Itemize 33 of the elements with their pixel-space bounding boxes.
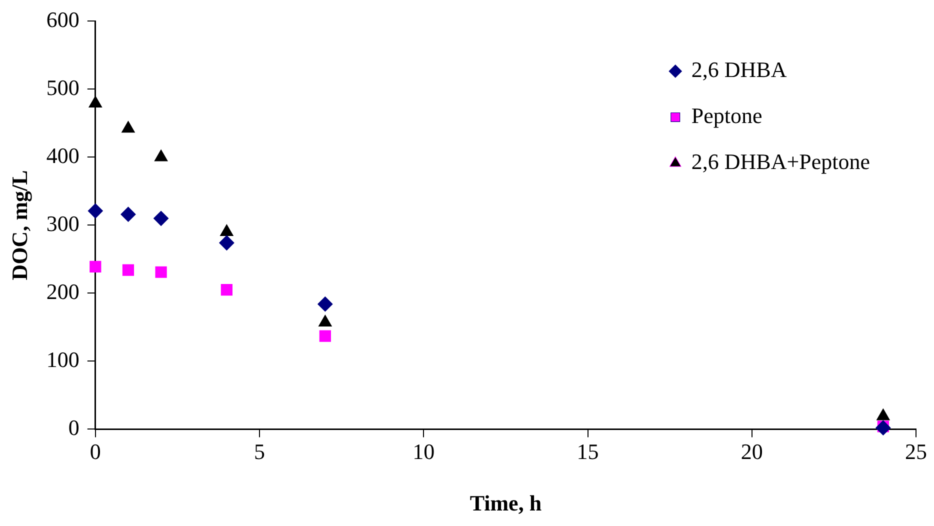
y-tick-label: 500 bbox=[46, 74, 80, 100]
y-tick-label: 400 bbox=[46, 142, 80, 168]
y-tick-label: 200 bbox=[46, 278, 80, 304]
x-tick-label: 20 bbox=[740, 439, 763, 464]
point bbox=[155, 266, 167, 278]
legend-label: 2,6 DHBA+Peptone bbox=[691, 148, 870, 174]
point bbox=[88, 96, 102, 108]
point bbox=[154, 210, 169, 226]
point bbox=[88, 203, 103, 218]
y-tick-label: 300 bbox=[46, 210, 80, 236]
point bbox=[220, 224, 234, 236]
legend-label: 2,6 DHBA bbox=[691, 56, 787, 82]
point bbox=[154, 150, 168, 162]
point bbox=[120, 206, 136, 222]
x-tick-label: 15 bbox=[576, 439, 599, 464]
point bbox=[876, 420, 891, 436]
x-tick-label: 5 bbox=[254, 439, 266, 464]
legend-label: Peptone bbox=[691, 102, 762, 128]
y-tick-label: 0 bbox=[68, 414, 80, 440]
x-tick-label: 0 bbox=[90, 439, 101, 464]
y-axis-title: DOC, mg/L bbox=[6, 170, 32, 280]
x-axis-title: Time, h bbox=[470, 490, 542, 516]
point bbox=[318, 296, 333, 312]
y-tick-label: 100 bbox=[46, 346, 80, 372]
point bbox=[319, 330, 331, 342]
point bbox=[220, 284, 232, 296]
point bbox=[122, 121, 135, 133]
x-tick-label: 25 bbox=[905, 439, 927, 464]
y-tick-label: 600 bbox=[46, 6, 80, 32]
point bbox=[90, 260, 102, 272]
point bbox=[122, 264, 134, 276]
x-tick-label: 10 bbox=[412, 439, 435, 464]
point bbox=[219, 235, 234, 250]
